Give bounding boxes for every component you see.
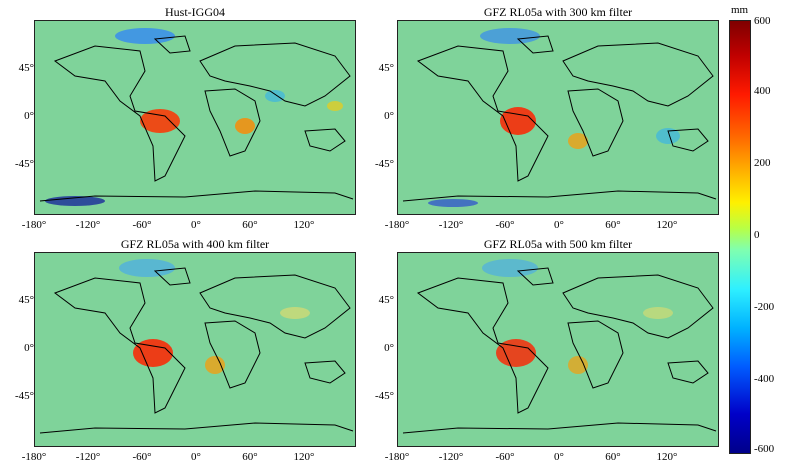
panel-title-gfz-400: GFZ RL05a with 400 km filter [120, 237, 270, 251]
lat-label-0: 0° [24, 110, 34, 122]
colorbar-tick: -600 [754, 443, 775, 455]
colorbar-tick: 0 [754, 229, 760, 241]
lon-label: 0° [191, 219, 201, 231]
lon-label: 60° [242, 219, 258, 231]
lon-label: 60° [605, 451, 621, 463]
colorbar-tick: 400 [754, 85, 771, 97]
lat-label-minus45: -45° [374, 158, 394, 170]
lon-label: 0° [554, 219, 564, 231]
lon-label: -120° [75, 451, 101, 463]
map-panel-hust [34, 20, 356, 215]
lon-label: -180° [21, 219, 47, 231]
lat-label-45: 45° [18, 294, 34, 306]
map-gfz-400-svg [35, 253, 355, 446]
colorbar-tick: 200 [754, 157, 771, 169]
lon-label: 0° [554, 451, 564, 463]
lat-label-0: 0° [384, 110, 394, 122]
map-panel-gfz-400 [34, 252, 356, 447]
colorbar-tick: -400 [754, 373, 775, 385]
lon-label: -120° [438, 451, 464, 463]
lat-label-minus45: -45° [14, 158, 34, 170]
lon-label: -180° [384, 219, 410, 231]
map-hust-svg [35, 21, 355, 214]
map-panel-gfz-500 [397, 252, 719, 447]
lon-label: -60° [495, 451, 515, 463]
lon-label: -120° [75, 219, 101, 231]
map-gfz-500-svg [398, 253, 718, 446]
lat-label-0: 0° [24, 342, 34, 354]
panel-title-hust: Hust-IGG04 [165, 5, 225, 19]
lon-label: 60° [242, 451, 258, 463]
colorbar [729, 20, 751, 454]
lon-label: 60° [605, 219, 621, 231]
lon-label: 120° [656, 451, 678, 463]
lon-label: -180° [21, 451, 47, 463]
lat-label-45: 45° [378, 62, 394, 74]
lon-label: 120° [293, 219, 315, 231]
map-panel-gfz-300 [397, 20, 719, 215]
panel-title-gfz-300: GFZ RL05a with 300 km filter [483, 5, 633, 19]
lat-label-minus45: -45° [14, 390, 34, 402]
colorbar-unit: mm [731, 4, 749, 16]
lat-label-45: 45° [378, 294, 394, 306]
colorbar-tick: 600 [754, 15, 771, 27]
lon-label: -60° [495, 219, 515, 231]
lon-label: -60° [132, 219, 152, 231]
panel-title-gfz-500: GFZ RL05a with 500 km filter [483, 237, 633, 251]
map-gfz-300-svg [398, 21, 718, 214]
lon-label: -180° [384, 451, 410, 463]
lon-label: 0° [191, 451, 201, 463]
lon-label: -120° [438, 219, 464, 231]
lon-label: 120° [656, 219, 678, 231]
lon-label: -60° [132, 451, 152, 463]
lat-label-45: 45° [18, 62, 34, 74]
colorbar-tick: -200 [754, 301, 775, 313]
lon-label: 120° [293, 451, 315, 463]
lat-label-0: 0° [384, 342, 394, 354]
lat-label-minus45: -45° [374, 390, 394, 402]
